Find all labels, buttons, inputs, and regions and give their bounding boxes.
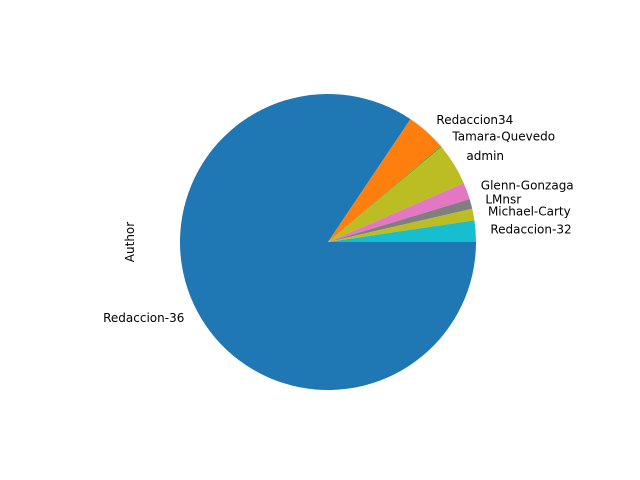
pie-label-redaccion34: Redaccion34 [436,113,513,127]
pie-label-tamara-quevedo: Tamara-Quevedo [451,129,555,143]
pie-label-redaccion-36: Redaccion-36 [103,311,184,325]
pie-slice-admin [328,146,464,242]
pie-label-lmnsr: LMnsr [485,193,521,207]
pie-slice-tamara-quevedo [328,146,442,242]
pie-slice-glenn-gonzaga [328,182,470,242]
pie-slices [180,93,477,391]
pie-label-admin: admin [466,149,504,163]
pie-slice-lmnsr [328,199,473,242]
pie-slice-redaccion-32 [328,220,476,242]
pie-label-michael-carty: Michael-Carty [488,204,571,218]
pie-slice-michael-carty [328,208,475,242]
pie-label-glenn-gonzaga: Glenn-Gonzaga [481,178,574,192]
pie-labels: Redaccion-36 Redaccion34 Tamara-Quevedo adm… [103,113,574,325]
y-axis-label: Author [123,222,137,262]
pie-slice-redaccion34 [328,119,441,242]
pie-label-redaccion-32: Redaccion-32 [490,223,571,237]
